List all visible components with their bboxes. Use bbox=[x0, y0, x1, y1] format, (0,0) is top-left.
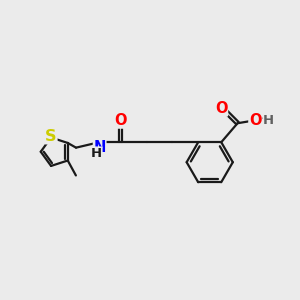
Text: S: S bbox=[45, 129, 57, 144]
Text: H: H bbox=[256, 113, 268, 126]
Text: O: O bbox=[215, 101, 227, 116]
Text: O: O bbox=[115, 113, 127, 128]
Text: H: H bbox=[91, 147, 102, 160]
Text: O: O bbox=[249, 113, 261, 128]
Text: H: H bbox=[263, 114, 274, 127]
Text: N: N bbox=[94, 140, 106, 154]
